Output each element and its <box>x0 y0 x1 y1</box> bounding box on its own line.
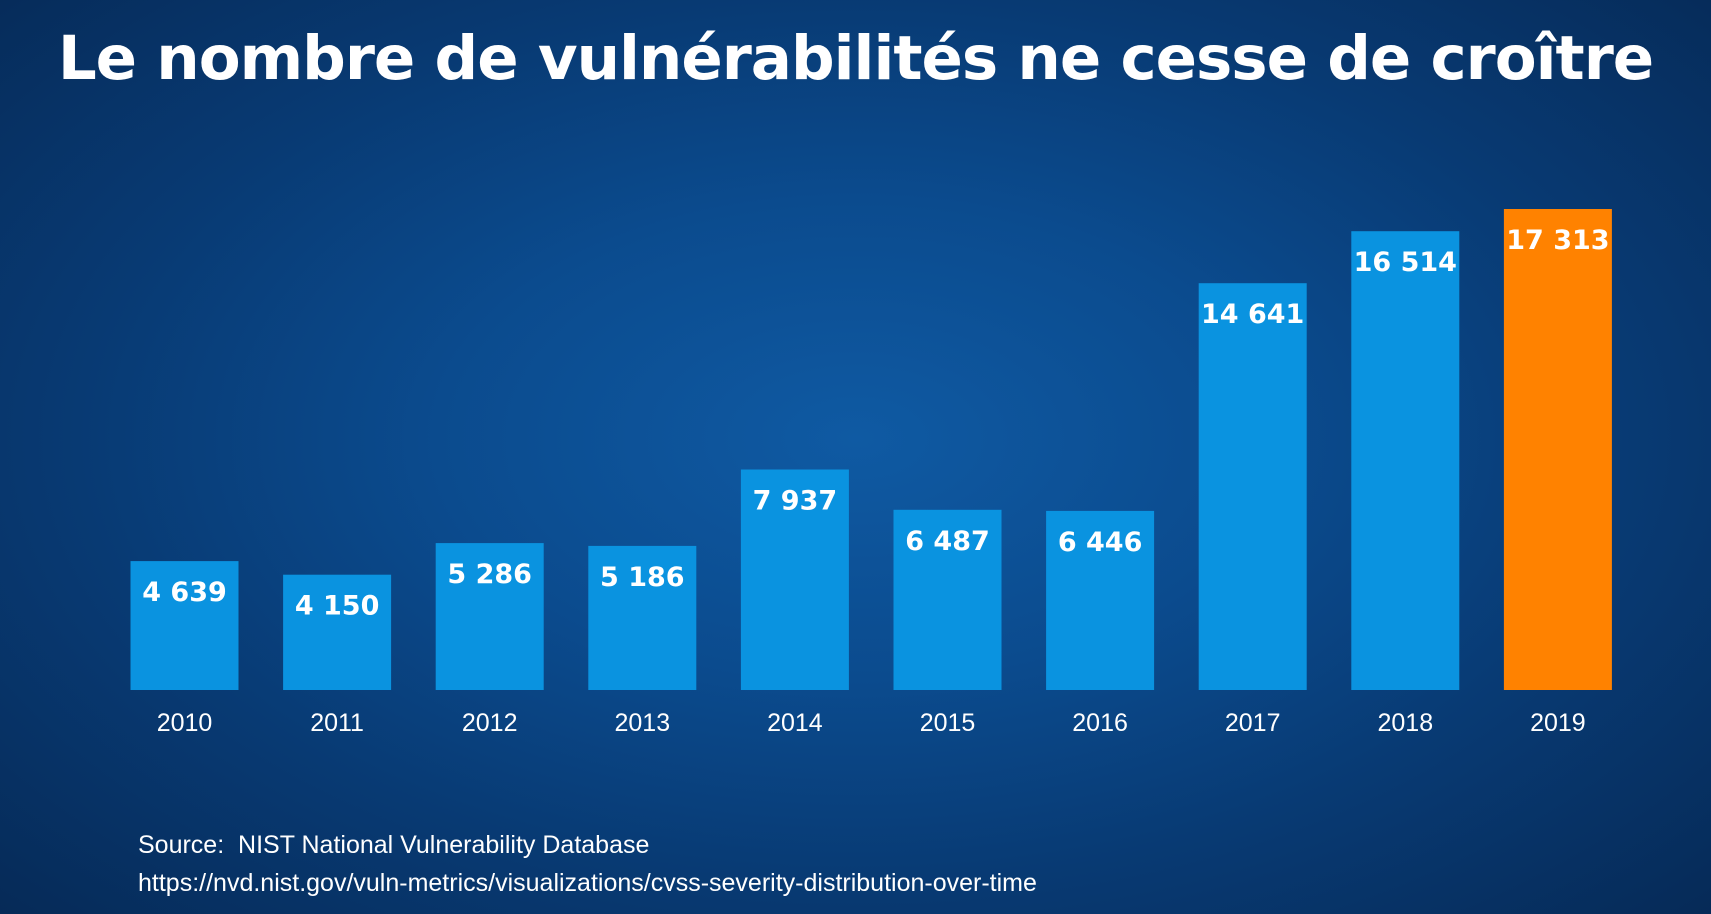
bar-2012 <box>435 543 544 690</box>
value-label-2014: 7 937 <box>753 486 838 517</box>
chart-title: Le nombre de vulnérabilités ne cesse de … <box>57 23 1654 94</box>
x-tick-label-2010: 2010 <box>157 709 213 737</box>
value-label-2012: 5 286 <box>447 559 532 590</box>
x-tick-label-2016: 2016 <box>1072 709 1128 737</box>
x-tick-label-2013: 2013 <box>614 709 670 737</box>
bar-2016 <box>1046 510 1155 690</box>
bar-2014 <box>740 469 849 690</box>
value-label-2010: 4 639 <box>142 577 227 608</box>
source-url[interactable]: https://nvd.nist.gov/vuln-metrics/visual… <box>138 869 1037 897</box>
value-label-2013: 5 186 <box>600 562 685 593</box>
value-label-2019: 17 313 <box>1506 225 1609 256</box>
bar-2015 <box>893 509 1002 690</box>
bar-2017 <box>1198 283 1307 690</box>
x-axis-labels-group: 2010 2011 2012 2013 2014 2015 2016 2017 2018 2019 <box>157 709 1586 737</box>
x-tick-label-2018: 2018 <box>1377 709 1433 737</box>
value-label-2015: 6 487 <box>905 526 990 557</box>
x-tick-label-2011: 2011 <box>310 709 364 737</box>
x-tick-label-2015: 2015 <box>920 709 976 737</box>
value-label-2018: 16 514 <box>1354 247 1457 278</box>
value-labels-group: 4 639 4 150 5 286 5 186 7 937 6 487 6 446 14 64… <box>142 225 1609 622</box>
x-tick-label-2012: 2012 <box>462 709 518 737</box>
x-tick-label-2019: 2019 <box>1530 709 1586 737</box>
bar-2013 <box>588 545 697 690</box>
bar-2018 <box>1351 231 1460 690</box>
x-tick-label-2017: 2017 <box>1225 709 1281 737</box>
source-text: Source: NIST National Vulnerability Data… <box>138 831 650 859</box>
source-note: Source: NIST National Vulnerability Data… <box>138 826 1037 902</box>
value-label-2011: 4 150 <box>295 591 380 622</box>
x-tick-label-2014: 2014 <box>767 709 823 737</box>
value-label-2016: 6 446 <box>1058 527 1143 558</box>
bar-2011 <box>283 574 392 690</box>
bar-2010 <box>130 561 239 690</box>
bars-group <box>130 209 1612 690</box>
value-label-2017: 14 641 <box>1201 299 1304 330</box>
bar-2019 <box>1503 209 1612 690</box>
